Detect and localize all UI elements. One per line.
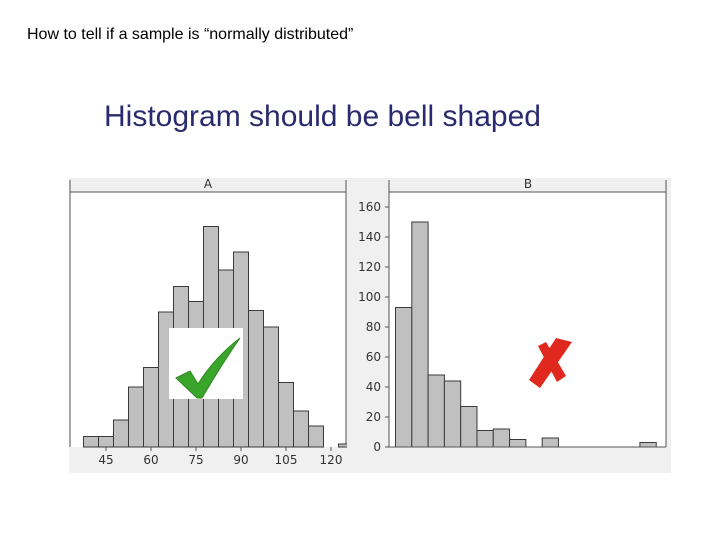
histogram-a-bar bbox=[308, 425, 324, 448]
histogram-a-tick-label: 60 bbox=[143, 453, 158, 467]
histogram-b-tick-label: 20 bbox=[366, 410, 381, 424]
slide-subtitle: How to tell if a sample is “normally dis… bbox=[27, 26, 354, 43]
histogram-b-bar bbox=[492, 428, 511, 448]
histogram-b-bar bbox=[395, 307, 413, 448]
histogram-a-bar bbox=[83, 436, 99, 448]
slide-title: Histogram should be bell shaped bbox=[104, 100, 541, 133]
histogram-a-bar bbox=[293, 410, 309, 448]
histogram-b-tick-label: 80 bbox=[366, 320, 381, 334]
histogram-b-bar bbox=[411, 221, 429, 448]
histogram-a-bar bbox=[263, 326, 279, 448]
panel-b-y-ticks: 0 20 40 60 80 100 120 140 160 bbox=[358, 200, 389, 454]
histogram-panel-b: B 0 20 40 60 80 100 120 140 160 bbox=[347, 177, 671, 473]
histogram-b-tick-label: 120 bbox=[358, 260, 381, 274]
histogram-a-bar bbox=[128, 386, 144, 448]
histogram-b-bar bbox=[509, 439, 527, 448]
histogram-b-tick-label: 140 bbox=[358, 230, 381, 244]
histogram-a-bar bbox=[143, 367, 159, 448]
histogram-b-tick-label: 40 bbox=[366, 380, 381, 394]
histogram-a-bar bbox=[113, 419, 129, 448]
histogram-b-tick-label: 100 bbox=[358, 290, 381, 304]
histogram-b-tick-label: 0 bbox=[373, 440, 381, 454]
histogram-b-tick-label: 60 bbox=[366, 350, 381, 364]
panel-b-title: B bbox=[524, 177, 532, 191]
panel-b-bars bbox=[389, 221, 666, 448]
histogram-b-tick-label: 160 bbox=[358, 200, 381, 214]
histogram-a-tick-label: 105 bbox=[275, 453, 298, 467]
histogram-b-bar bbox=[427, 374, 445, 448]
histogram-a-bar bbox=[248, 310, 264, 448]
histogram-b-bar bbox=[639, 442, 657, 448]
histogram-panel-a: A 45 60 75 90 105 120 bbox=[69, 177, 354, 473]
checkmark-icon bbox=[169, 328, 243, 399]
histogram-a-tick-label: 120 bbox=[320, 453, 343, 467]
histogram-b-bar bbox=[476, 430, 494, 448]
panel-a-bars bbox=[83, 226, 354, 448]
histogram-b-bar bbox=[460, 406, 478, 448]
histogram-a-tick-label: 90 bbox=[233, 453, 248, 467]
panel-a-title: A bbox=[204, 177, 213, 191]
histogram-a-bar bbox=[278, 382, 294, 448]
histogram-b-bar bbox=[541, 437, 559, 448]
histogram-a-tick-label: 45 bbox=[98, 453, 113, 467]
histogram-a-tick-label: 75 bbox=[188, 453, 203, 467]
histogram-b-bar bbox=[443, 380, 462, 448]
panel-a-x-ticks: 45 60 75 90 105 120 bbox=[98, 447, 342, 467]
histogram-a-bar bbox=[98, 436, 114, 448]
cross-icon bbox=[529, 338, 572, 388]
